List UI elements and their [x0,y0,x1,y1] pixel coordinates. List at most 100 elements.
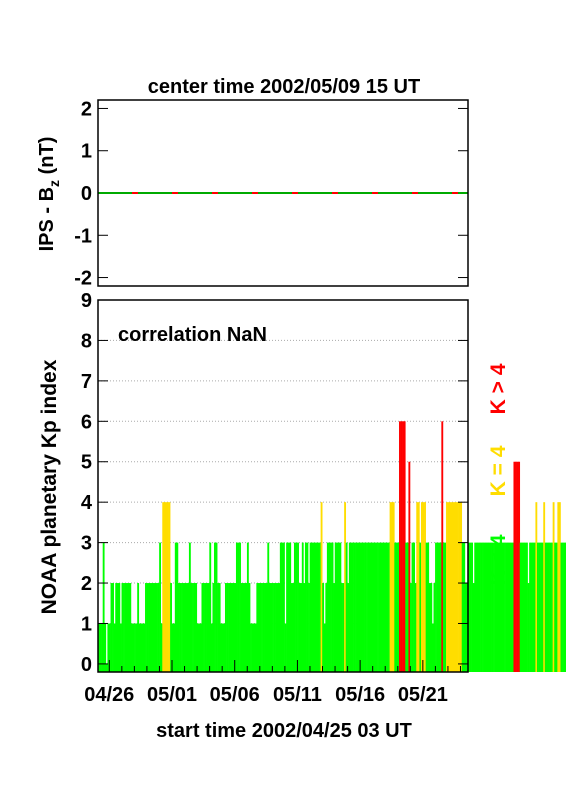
kp-bar [392,502,395,672]
kp-bar [563,542,566,672]
kp-bar [112,583,114,672]
kp-bar [292,583,295,672]
kp-bar [491,542,494,672]
legend-k-equal-4: K = 4 [487,445,510,496]
kp-x-tick-label: 05/21 [398,684,448,706]
bz-y-tick-label: -1 [74,225,92,247]
kp-bar [535,502,538,672]
kp-bar [198,623,201,672]
kp-bar [196,623,199,672]
kp-bar [312,542,315,672]
kp-y-axis: 0 1 2 3 4 5 6 7 8 9 [81,290,468,676]
kp-bar [515,461,517,672]
kp-bar [388,542,390,672]
kp-bar [295,542,298,672]
kp-y-tick-label: 3 [81,533,92,555]
kp-bar [540,542,542,672]
kp-bar [203,583,205,672]
kp-bar [406,542,409,672]
kp-bar [397,542,400,672]
kp-bar [240,583,243,672]
kp-bar [166,502,169,672]
bz-y-label-unit: (nT) [36,137,58,180]
kp-bar [383,542,386,672]
kp-bar [188,542,191,672]
kp-bar [293,542,296,672]
kp-bar [546,542,549,672]
kp-bar [416,502,419,672]
bz-y-tick-label: -2 [74,268,92,290]
kp-bar [452,502,455,672]
kp-bar [110,583,113,672]
kp-bar [461,542,464,672]
kp-bar [557,502,560,672]
kp-bar [342,583,345,672]
kp-bar [414,583,417,672]
kp-bar [530,542,533,672]
kp-bar [301,542,304,672]
kp-bar [453,502,456,672]
kp-bar [314,542,317,672]
kp-bar [221,623,224,672]
kp-bar [389,502,392,672]
kp-bar [212,583,215,672]
kp-bar [264,583,267,672]
kp-bar [237,542,240,672]
kp-bar [286,542,289,672]
kp-bar [532,542,535,672]
bz-y-axis-label: IPS - Bz (nT) [36,137,62,252]
kp-bar [499,542,502,672]
kp-bar [330,542,332,672]
kp-bar [105,663,108,672]
kp-bar [124,583,127,672]
kp-bar [174,542,177,672]
kp-bar [210,623,213,672]
kp-bar [464,583,467,672]
kp-bar [394,542,397,672]
kp-bar [319,542,321,672]
kp-bar [119,623,122,672]
kp-bar [359,542,362,672]
kp-bar [309,542,312,672]
kp-bar [417,502,420,672]
kp-bar [522,542,525,672]
kp-y-tick-label: 6 [81,411,92,433]
kp-bar [235,542,238,672]
kp-y-tick-label: 1 [81,613,92,635]
kp-y-tick-label: 5 [81,452,92,474]
kp-bar [185,583,188,672]
kp-bar [339,542,342,672]
kp-bar [538,542,541,672]
kp-bar [209,542,212,672]
kp-bar [475,542,478,672]
kp-bar [250,623,252,672]
kp-bar [130,623,133,672]
kp-bar [403,421,406,672]
kp-legend: K < 4 K = 4 K > 4 [487,363,510,585]
kp-bar [246,542,249,672]
kp-bar [243,583,246,672]
kp-bar [513,461,516,672]
kp-bar [433,583,436,672]
kp-bar [257,583,260,672]
kp-bar [138,623,141,672]
kp-bar [505,542,508,672]
kp-bar [232,583,235,672]
kp-bar [529,542,532,672]
kp-bar [317,542,320,672]
kp-bar [422,502,425,672]
kp-bar [171,623,174,672]
kp-bar [526,542,528,672]
kp-bar [411,542,414,672]
kp-bar [378,542,381,672]
kp-bar [308,583,310,672]
kp-bar [265,583,268,672]
kp-bar [543,502,546,672]
kp-bar [204,583,207,672]
kp-bar [328,542,331,672]
kp-bar [123,583,125,672]
kp-bar [143,623,146,672]
kp-bar [455,502,458,672]
kp-bar [176,542,179,672]
kp-bar [192,583,194,672]
